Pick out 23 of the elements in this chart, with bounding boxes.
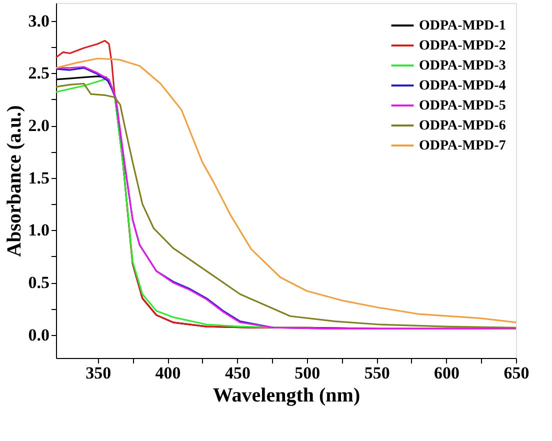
legend-label: ODPA-MPD-4 bbox=[419, 78, 506, 94]
y-tick-label: 2.5 bbox=[28, 64, 50, 83]
legend-label: ODPA-MPD-6 bbox=[419, 118, 506, 134]
legend-label: ODPA-MPD-3 bbox=[419, 58, 506, 74]
x-tick-label: 350 bbox=[86, 364, 112, 382]
x-tick-label: 400 bbox=[155, 364, 181, 382]
x-tick-label: 600 bbox=[434, 364, 460, 382]
y-tick-label: 1.0 bbox=[28, 220, 50, 240]
y-tick-label: 2.0 bbox=[28, 116, 50, 136]
x-axis-title: Wavelength (nm) bbox=[212, 384, 360, 406]
legend-label: ODPA-MPD-7 bbox=[419, 138, 506, 154]
legend-label: ODPA-MPD-5 bbox=[419, 98, 506, 114]
legend-label: ODPA-MPD-2 bbox=[419, 38, 506, 54]
x-tick-label: 450 bbox=[224, 364, 250, 382]
x-tick-label: 500 bbox=[294, 364, 320, 382]
legend-label: ODPA-MPD-1 bbox=[419, 18, 506, 34]
y-tick-label: 0.0 bbox=[28, 325, 50, 344]
y-axis-title: Absorbance (a.u.) bbox=[3, 105, 26, 257]
x-tick-label: 650 bbox=[504, 364, 530, 382]
y-tick-label: 0.5 bbox=[28, 273, 50, 292]
y-tick-label: 3.0 bbox=[28, 11, 50, 30]
x-tick-label: 550 bbox=[364, 364, 390, 382]
y-tick-label: 1.5 bbox=[28, 168, 50, 188]
